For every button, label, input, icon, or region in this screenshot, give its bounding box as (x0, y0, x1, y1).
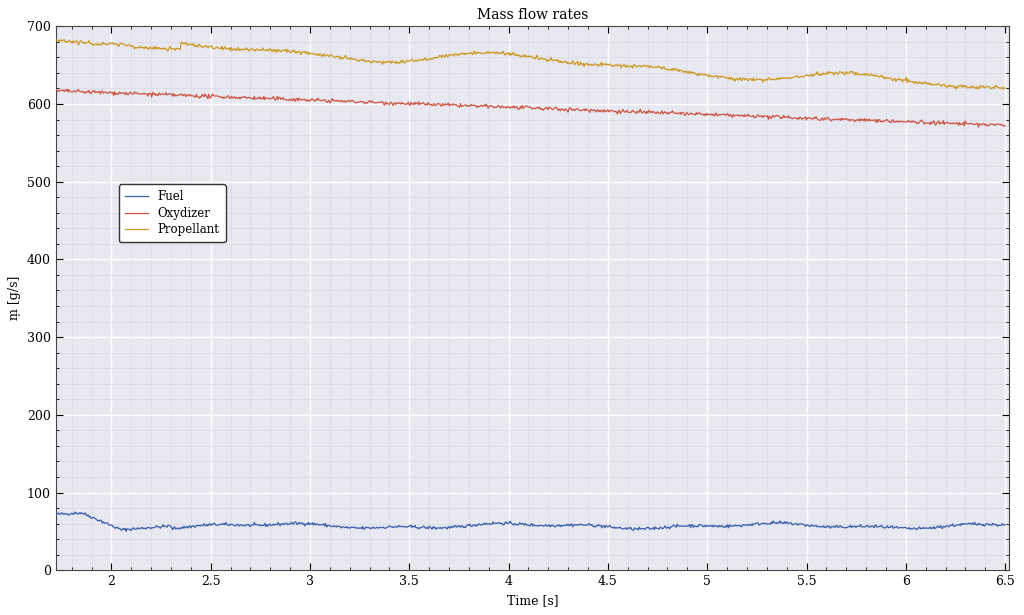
Line: Fuel: Fuel (55, 512, 1006, 531)
Fuel (49, 510, 61, 518)
Oxydizer (791, 116, 803, 123)
Fuel (792, 522, 804, 529)
X-axis label: Time [s]: Time [s] (507, 593, 558, 606)
Line: Propellant: Propellant (55, 40, 1006, 89)
Propellant (49, 36, 61, 44)
Fuel (69, 509, 81, 516)
Y-axis label: ṃ [g/s]: ṃ [g/s] (8, 276, 22, 320)
Fuel (999, 521, 1012, 528)
Propellant (702, 73, 715, 81)
Propellant (808, 71, 820, 79)
Fuel (120, 528, 132, 535)
Fuel (470, 523, 482, 530)
Propellant (949, 85, 962, 93)
Title: Mass flow rates: Mass flow rates (477, 9, 588, 22)
Oxydizer (147, 91, 160, 98)
Legend: Fuel, Oxydizer, Propellant: Fuel, Oxydizer, Propellant (119, 184, 225, 242)
Oxydizer (808, 114, 820, 121)
Oxydizer (469, 101, 481, 109)
Fuel (148, 523, 161, 531)
Oxydizer (973, 124, 985, 131)
Oxydizer (999, 122, 1012, 130)
Fuel (809, 522, 821, 530)
Oxydizer (49, 85, 61, 93)
Propellant (58, 36, 71, 44)
Propellant (434, 52, 446, 59)
Oxydizer (61, 85, 74, 93)
Oxydizer (434, 102, 446, 109)
Oxydizer (702, 111, 715, 118)
Line: Oxydizer: Oxydizer (55, 89, 1006, 127)
Fuel (435, 525, 447, 533)
Fuel (703, 522, 716, 529)
Propellant (469, 48, 481, 55)
Propellant (791, 72, 803, 79)
Propellant (147, 43, 160, 50)
Propellant (999, 84, 1012, 92)
